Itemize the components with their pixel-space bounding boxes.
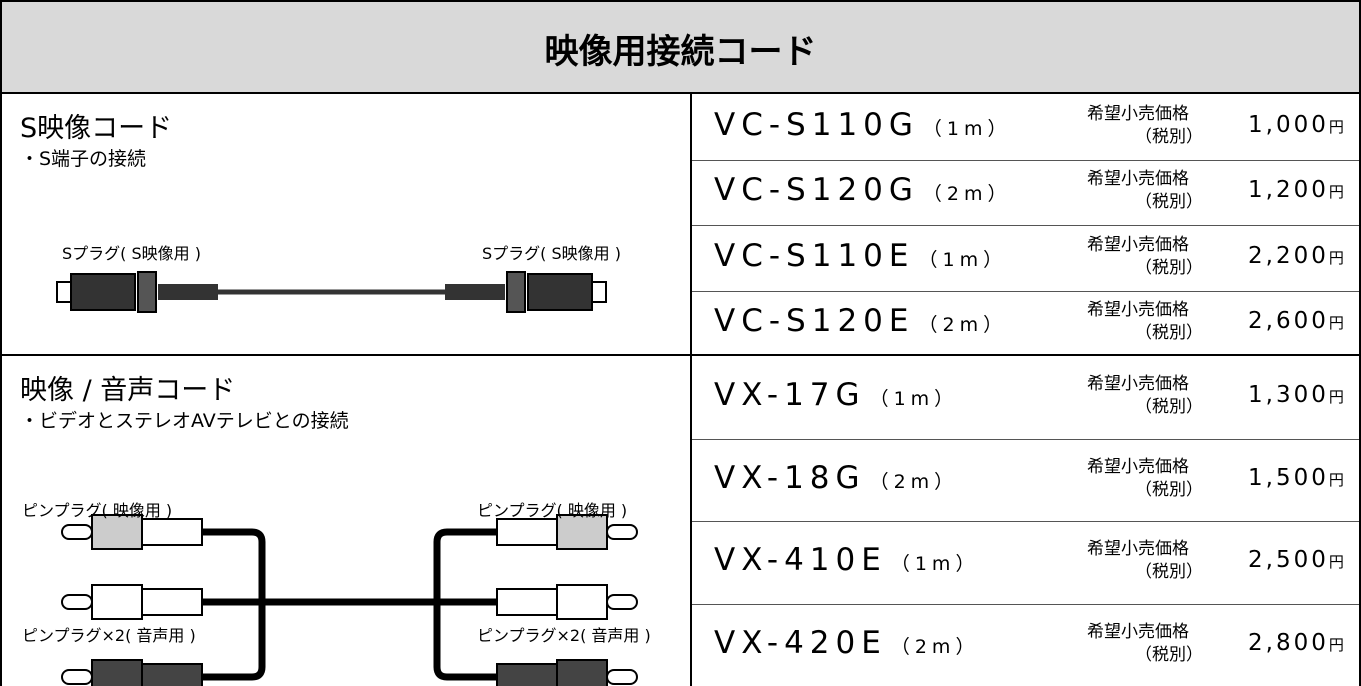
model: VC-S110G （1m） [714, 106, 1012, 143]
unit: 円 [1328, 635, 1344, 654]
tax-note: （税別） [1135, 257, 1203, 278]
plug-label: ピンプラグ×2( 音声用 ) [22, 626, 196, 645]
section-description: ・ビデオとステレオAVテレビとの接続 [20, 410, 349, 432]
plug-label: Sプラグ( S映像用 ) [482, 244, 621, 263]
unit: 円 [1328, 553, 1344, 572]
model: VX-420E （2m） [714, 624, 980, 661]
price-label: 希望小売価格 [1087, 234, 1189, 255]
model: VX-18G （2m） [714, 459, 959, 496]
tax-note: （税別） [1135, 562, 1203, 583]
length: （1m） [922, 117, 1012, 140]
row-divider [692, 438, 1359, 440]
divider [690, 94, 692, 686]
tax-note: （税別） [1135, 126, 1203, 147]
price-label: 希望小売価格 [1087, 169, 1189, 190]
price-label: 希望小売価格 [1087, 539, 1189, 560]
row-divider [692, 159, 1359, 161]
s-cable-illustration [56, 271, 607, 313]
header [2, 2, 1359, 94]
price: 1,500円 [1248, 464, 1344, 491]
length: （2m） [922, 183, 1012, 206]
length: （2m） [869, 470, 959, 493]
price-label: 希望小売価格 [1087, 374, 1189, 395]
plug-label: ピンプラグ( 映像用 ) [22, 501, 173, 520]
length: （2m） [918, 314, 1008, 337]
price: 2,500円 [1248, 547, 1344, 574]
price: 1,300円 [1248, 382, 1344, 409]
unit: 円 [1328, 183, 1344, 202]
section-name: 映像 / 音声コード [20, 375, 236, 406]
title: 映像用接続コード [544, 32, 817, 72]
length: （1m） [869, 388, 959, 411]
section-name: S映像コード [20, 113, 173, 144]
price-label: 希望小売価格 [1087, 300, 1189, 321]
plug-label: ピンプラグ×2( 音声用 ) [477, 626, 651, 645]
price: 1,200円 [1248, 177, 1344, 204]
length: （1m） [918, 248, 1008, 271]
row-divider [692, 225, 1359, 226]
unit: 円 [1328, 470, 1344, 489]
divider [2, 354, 1359, 356]
model: VC-S120G （2m） [714, 172, 1012, 209]
plug-label: ピンプラグ( 映像用 ) [477, 501, 628, 520]
av-cable-illustration [61, 514, 638, 686]
section-description: ・S端子の接続 [20, 148, 147, 170]
price: 2,600円 [1248, 308, 1344, 335]
price-label: 希望小売価格 [1087, 103, 1189, 124]
unit: 円 [1328, 248, 1344, 267]
tax-note: （税別） [1135, 479, 1203, 500]
model: VC-S110E （1m） [714, 237, 1008, 274]
row-divider [692, 290, 1359, 292]
row-divider [692, 603, 1359, 605]
unit: 円 [1328, 117, 1344, 136]
model: VX-17G （1m） [714, 377, 959, 414]
price: 1,000円 [1248, 111, 1344, 138]
tax-note: （税別） [1135, 644, 1203, 665]
row-divider [692, 521, 1359, 522]
plug-label: Sプラグ( S映像用 ) [62, 244, 201, 263]
tax-note: （税別） [1135, 323, 1203, 344]
price-label: 希望小売価格 [1087, 456, 1189, 477]
unit: 円 [1328, 388, 1344, 407]
length: （1m） [890, 553, 980, 576]
price-label: 希望小売価格 [1087, 621, 1189, 642]
price: 2,200円 [1248, 242, 1344, 269]
model: VC-S120E （2m） [714, 303, 1008, 340]
tax-note: （税別） [1135, 397, 1203, 418]
price: 2,800円 [1248, 629, 1344, 656]
length: （2m） [890, 635, 980, 658]
tax-note: （税別） [1135, 192, 1203, 213]
model: VX-410E （1m） [714, 542, 980, 579]
unit: 円 [1328, 314, 1344, 333]
